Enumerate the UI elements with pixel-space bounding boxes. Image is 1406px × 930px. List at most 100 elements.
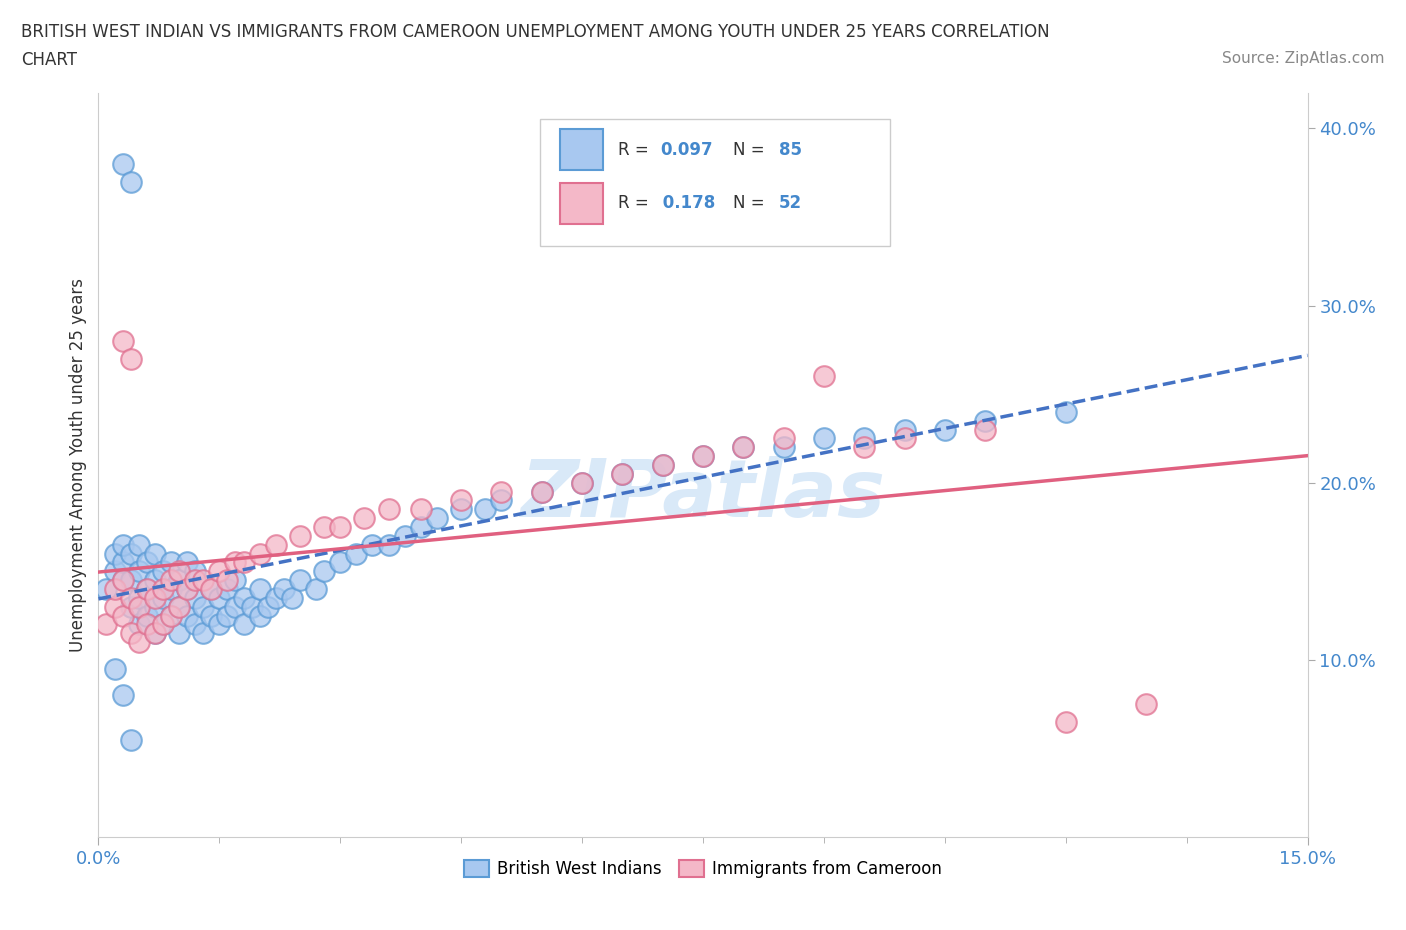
Point [103, 581, 125, 596]
Point [160, 608, 183, 623]
Point [409, 520, 432, 535]
Point [232, 555, 254, 570]
Point [120, 174, 142, 189]
Point [128, 599, 150, 614]
Legend: British West Indians, Immigrants from Cameroon: British West Indians, Immigrants from Ca… [457, 853, 949, 884]
Point [103, 564, 125, 578]
Point [491, 485, 513, 499]
Point [772, 431, 794, 445]
Text: BRITISH WEST INDIAN VS IMMIGRANTS FROM CAMEROON UNEMPLOYMENT AMONG YOUTH UNDER 2: BRITISH WEST INDIAN VS IMMIGRANTS FROM C… [21, 23, 1050, 41]
Point [143, 591, 166, 605]
Point [143, 599, 166, 614]
Point [651, 458, 673, 472]
Point [176, 581, 198, 596]
Point [426, 511, 449, 525]
FancyBboxPatch shape [561, 129, 603, 170]
Point [120, 599, 142, 614]
Point [314, 564, 336, 578]
Point [193, 626, 215, 641]
Point [612, 467, 634, 482]
Text: R =: R = [619, 141, 654, 159]
Point [409, 502, 432, 517]
Text: R =: R = [619, 194, 654, 212]
Point [733, 440, 755, 455]
Point [167, 599, 190, 614]
Point [692, 448, 714, 463]
Point [208, 564, 231, 578]
Point [128, 564, 150, 578]
Point [249, 581, 271, 596]
Point [111, 538, 134, 552]
Point [305, 581, 328, 596]
Point [853, 431, 876, 445]
Point [120, 352, 142, 366]
Point [273, 581, 295, 596]
Point [200, 581, 222, 596]
Point [893, 431, 915, 445]
Point [128, 591, 150, 605]
Text: N =: N = [734, 194, 770, 212]
Text: ZIPatlas: ZIPatlas [520, 456, 886, 534]
Point [571, 475, 593, 490]
Point [1054, 405, 1077, 419]
Point [314, 520, 336, 535]
Point [167, 564, 190, 578]
Y-axis label: Unemployment Among Youth under 25 years: Unemployment Among Youth under 25 years [69, 278, 87, 652]
Point [530, 485, 553, 499]
Point [160, 573, 183, 588]
Point [224, 599, 246, 614]
FancyBboxPatch shape [540, 119, 890, 246]
Point [152, 617, 174, 631]
Point [160, 581, 183, 596]
Point [143, 626, 166, 641]
Point [120, 573, 142, 588]
Point [240, 599, 263, 614]
Point [571, 475, 593, 490]
Point [176, 555, 198, 570]
Point [813, 369, 835, 384]
Point [152, 581, 174, 596]
Point [143, 573, 166, 588]
Point [813, 431, 835, 445]
Point [853, 440, 876, 455]
Point [96, 617, 118, 631]
Point [249, 608, 271, 623]
Point [120, 626, 142, 641]
Point [167, 626, 190, 641]
Point [934, 422, 956, 437]
Point [450, 502, 472, 517]
Point [1135, 697, 1157, 711]
Point [224, 573, 246, 588]
Point [612, 467, 634, 482]
FancyBboxPatch shape [561, 183, 603, 224]
Point [692, 448, 714, 463]
Point [208, 591, 231, 605]
Point [217, 581, 239, 596]
Point [217, 608, 239, 623]
Point [128, 617, 150, 631]
Point [491, 493, 513, 508]
Point [111, 688, 134, 703]
Point [111, 334, 134, 349]
Point [249, 546, 271, 561]
Point [135, 555, 157, 570]
Point [200, 608, 222, 623]
Point [224, 555, 246, 570]
Point [111, 608, 134, 623]
Text: 0.097: 0.097 [661, 141, 713, 159]
Point [361, 538, 384, 552]
Point [893, 422, 915, 437]
Point [111, 156, 134, 171]
Point [111, 573, 134, 588]
Point [329, 520, 352, 535]
Point [288, 528, 311, 543]
Point [160, 555, 183, 570]
Point [232, 617, 254, 631]
Point [184, 573, 207, 588]
Point [329, 555, 352, 570]
Point [256, 599, 278, 614]
Point [120, 732, 142, 747]
Point [450, 493, 472, 508]
Point [176, 608, 198, 623]
Point [120, 591, 142, 605]
